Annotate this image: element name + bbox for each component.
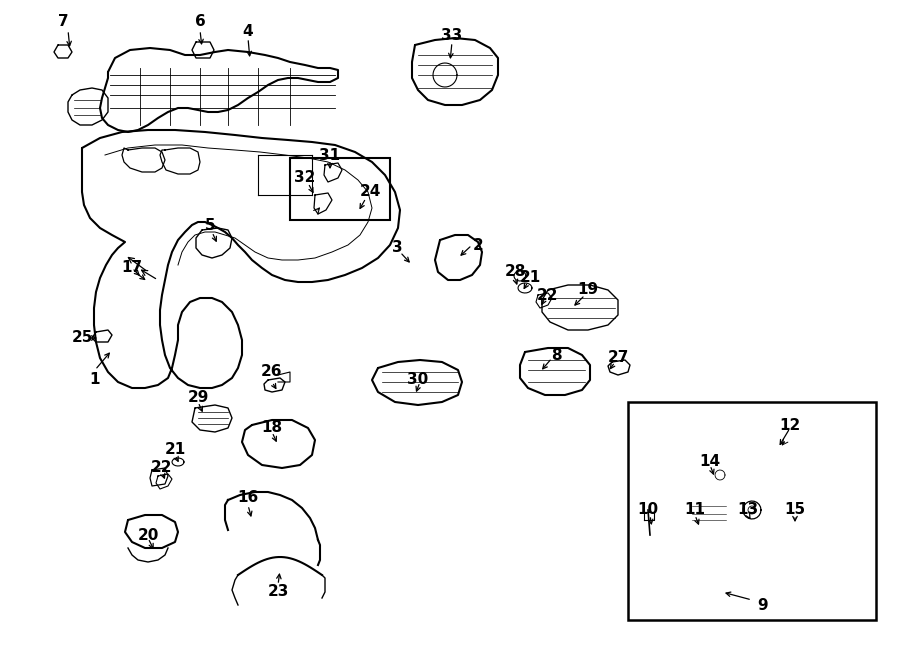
- Text: 3: 3: [392, 241, 402, 256]
- Text: 21: 21: [165, 442, 185, 457]
- Text: 27: 27: [608, 350, 629, 366]
- Polygon shape: [264, 378, 285, 392]
- Polygon shape: [784, 502, 810, 526]
- Text: 22: 22: [537, 288, 559, 303]
- Text: 14: 14: [699, 455, 721, 469]
- Text: 29: 29: [187, 391, 209, 405]
- Text: 9: 9: [758, 598, 769, 613]
- Polygon shape: [542, 285, 618, 330]
- Text: 21: 21: [519, 270, 541, 286]
- Polygon shape: [82, 130, 400, 388]
- Text: 33: 33: [441, 28, 463, 42]
- Text: 25: 25: [71, 330, 93, 346]
- Bar: [628, 402, 876, 620]
- Polygon shape: [520, 348, 590, 395]
- Text: 6: 6: [194, 15, 205, 30]
- Text: 18: 18: [261, 420, 283, 436]
- Polygon shape: [54, 45, 72, 58]
- Polygon shape: [196, 228, 232, 258]
- Text: 20: 20: [138, 527, 158, 543]
- Polygon shape: [608, 360, 630, 375]
- Text: 4: 4: [243, 24, 253, 40]
- Text: 22: 22: [151, 461, 173, 475]
- Text: 30: 30: [408, 373, 428, 387]
- Text: 13: 13: [737, 502, 759, 518]
- Polygon shape: [372, 360, 462, 405]
- Text: 32: 32: [294, 171, 316, 186]
- Text: 10: 10: [637, 502, 659, 518]
- Text: 11: 11: [685, 502, 706, 518]
- Text: 16: 16: [238, 490, 258, 506]
- Text: 2: 2: [472, 237, 483, 253]
- Polygon shape: [92, 330, 112, 342]
- Polygon shape: [684, 496, 732, 528]
- Text: 8: 8: [551, 348, 562, 362]
- Text: 31: 31: [320, 147, 340, 163]
- Text: 1: 1: [90, 373, 100, 387]
- Text: 24: 24: [359, 184, 381, 200]
- Polygon shape: [192, 42, 214, 58]
- Text: 26: 26: [261, 364, 283, 379]
- Polygon shape: [762, 432, 795, 460]
- Text: 7: 7: [58, 15, 68, 30]
- Text: 15: 15: [785, 502, 806, 518]
- Polygon shape: [192, 405, 232, 432]
- Polygon shape: [242, 420, 315, 468]
- Polygon shape: [412, 38, 498, 105]
- Text: 12: 12: [779, 418, 801, 432]
- Text: 23: 23: [267, 584, 289, 600]
- Text: 19: 19: [578, 282, 599, 297]
- Polygon shape: [68, 88, 108, 125]
- Polygon shape: [100, 48, 338, 132]
- Text: 28: 28: [504, 264, 526, 280]
- Text: 17: 17: [122, 260, 142, 276]
- Bar: [290, 158, 390, 220]
- Polygon shape: [125, 515, 178, 548]
- Polygon shape: [435, 235, 482, 280]
- Text: 5: 5: [204, 217, 215, 233]
- Polygon shape: [700, 458, 740, 490]
